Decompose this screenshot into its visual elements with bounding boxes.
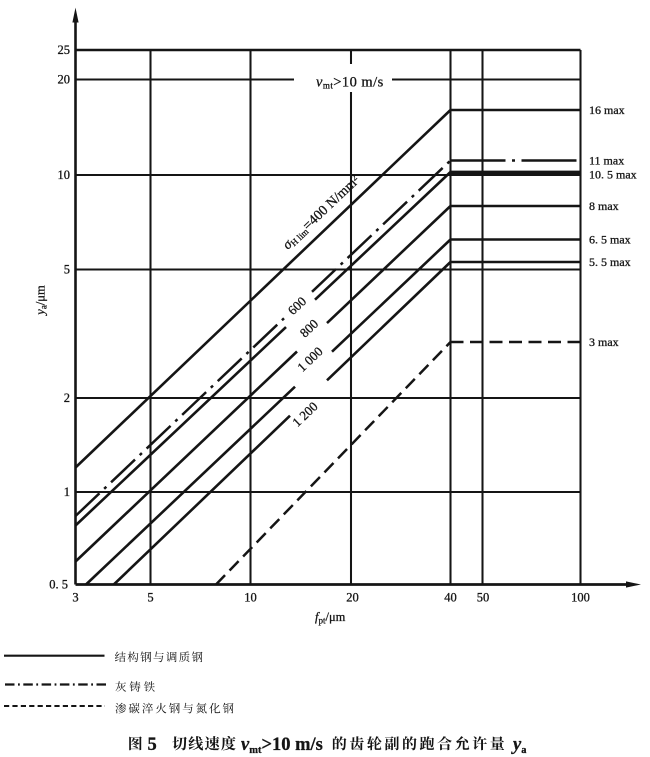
svg-text:8 max: 8 max (589, 199, 619, 213)
svg-text:1 000: 1 000 (294, 344, 326, 375)
svg-text:ya: ya (511, 735, 527, 756)
svg-text:1: 1 (64, 485, 70, 499)
svg-text:5. 5 max: 5. 5 max (589, 255, 631, 269)
svg-text:800: 800 (297, 316, 321, 340)
svg-text:50: 50 (477, 591, 490, 605)
svg-text:3 max: 3 max (589, 335, 619, 349)
svg-text:5: 5 (147, 591, 153, 605)
svg-text:5: 5 (64, 263, 70, 277)
svg-text:20: 20 (346, 591, 359, 605)
svg-text:0. 5: 0. 5 (49, 578, 68, 592)
svg-text:600: 600 (285, 294, 309, 318)
svg-text:ya/μm: ya/μm (34, 285, 49, 317)
svg-text:5: 5 (148, 735, 157, 755)
svg-text:2: 2 (64, 391, 70, 405)
svg-text:10. 5 max: 10. 5 max (589, 168, 637, 182)
svg-text:20: 20 (58, 73, 71, 87)
svg-text:11 max: 11 max (589, 154, 624, 168)
svg-text:10: 10 (244, 591, 257, 605)
svg-text:fpt/μm: fpt/μm (315, 610, 346, 626)
svg-text:10: 10 (58, 168, 71, 182)
svg-text:40: 40 (444, 591, 457, 605)
svg-text:16 max: 16 max (589, 103, 625, 117)
svg-text:100: 100 (571, 591, 590, 605)
svg-text:25: 25 (58, 43, 71, 57)
svg-text:vmt>10 m/s: vmt>10 m/s (241, 735, 323, 756)
svg-text:1 200: 1 200 (289, 399, 321, 430)
svg-text:6. 5 max: 6. 5 max (589, 233, 631, 247)
svg-text:vmt>10 m/s: vmt>10 m/s (316, 75, 384, 91)
svg-text:3: 3 (72, 591, 78, 605)
